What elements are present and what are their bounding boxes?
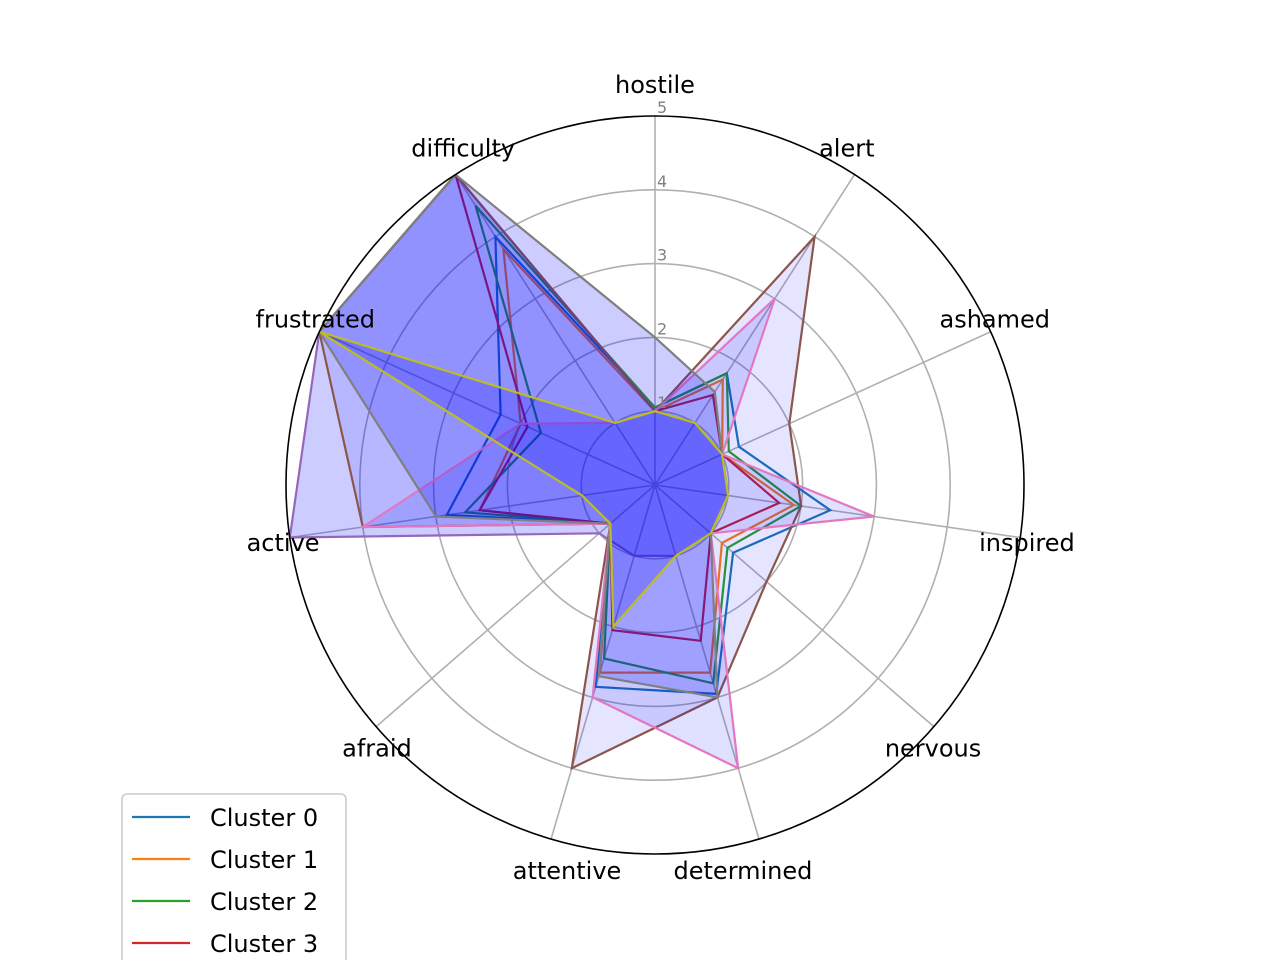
series-6-line — [359, 297, 875, 771]
spoke-ashamed — [654, 330, 991, 486]
axis-label-ashamed: ashamed — [940, 305, 1051, 333]
legend-label-3: Cluster 3 — [210, 930, 318, 958]
series-8-area — [319, 331, 728, 627]
radial-tick-labels: 1 2 3 4 5 — [657, 98, 667, 412]
spoke-inspired — [654, 484, 1021, 539]
axis-label-determined: determined — [674, 857, 813, 885]
radial-tick-4: 4 — [657, 172, 667, 191]
series-7-area — [319, 174, 728, 698]
axis-label-difficulty: difficulty — [411, 135, 515, 163]
radial-tick-3: 3 — [657, 246, 667, 265]
radial-tick-5: 5 — [657, 98, 667, 117]
axis-labels: hostile alert ashamed inspired nervous determ… — [247, 71, 1075, 885]
axis-label-active: active — [247, 529, 320, 557]
legend: Cluster 0 Cluster 1 Cluster 2 Cluster 3 — [121, 793, 347, 960]
legend-label-1: Cluster 1 — [210, 846, 318, 874]
radial-tick-2: 2 — [657, 319, 667, 338]
legend-label-0: Cluster 0 — [210, 804, 318, 832]
spoke-determined — [654, 484, 760, 840]
axis-label-hostile: hostile — [615, 71, 695, 99]
legend-label-2: Cluster 2 — [210, 888, 318, 916]
spoke-alert — [654, 174, 856, 486]
axis-label-frustrated: frustrated — [256, 305, 375, 333]
spoke-attentive — [550, 484, 656, 840]
series-8-line — [318, 330, 730, 630]
axis-label-attentive: attentive — [513, 857, 622, 885]
axis-label-alert: alert — [819, 135, 874, 163]
radar-grid — [289, 116, 1021, 840]
spoke-afraid — [375, 484, 656, 728]
axis-label-afraid: afraid — [342, 735, 412, 763]
legend-box — [121, 793, 347, 960]
spoke-nervous — [654, 484, 935, 728]
radial-tick-1: 1 — [657, 393, 667, 412]
series-5-area — [319, 174, 815, 769]
axis-label-nervous: nervous — [885, 735, 981, 763]
spoke-difficulty — [454, 174, 656, 486]
spoke-active — [289, 484, 656, 539]
radar-outer-frame — [285, 115, 1025, 855]
radar-series — [288, 172, 875, 771]
spoke-frustrated — [319, 330, 656, 486]
series-7-line — [317, 173, 730, 699]
series-0-line — [445, 233, 833, 696]
series-6-area — [362, 298, 875, 769]
axis-label-inspired: inspired — [979, 529, 1075, 557]
